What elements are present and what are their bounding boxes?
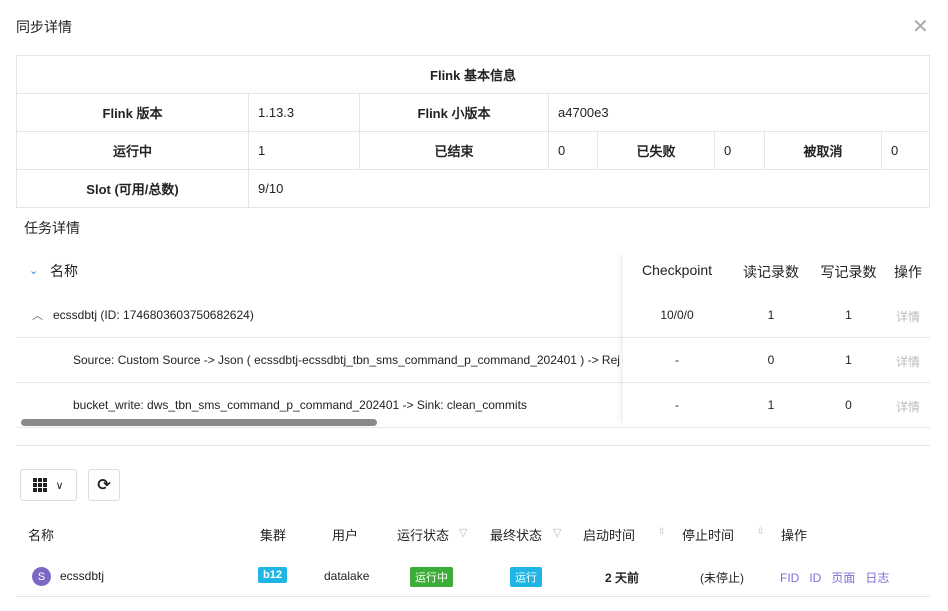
canceled-label: 被取消 (764, 132, 881, 169)
finished-label: 已结束 (359, 132, 548, 169)
running-label: 运行中 (112, 144, 152, 159)
task-name: Source: Custom Source -> Json ( ecssdbtj… (73, 353, 620, 367)
col-final-state: 最终状态 (490, 528, 543, 543)
col-run-state: 运行状态 (397, 528, 450, 543)
write-value: 1 (845, 353, 852, 367)
write-value: 1 (845, 308, 852, 322)
checkpoint-value: 10/0/0 (660, 308, 694, 322)
log-link[interactable]: 日志 (865, 571, 890, 585)
final-state-tag: 运行 (510, 567, 542, 587)
slot-label: Slot (可用/总数) (86, 182, 179, 197)
col-start-time: 启动时间 (583, 528, 636, 543)
refresh-button[interactable]: ⟳ (88, 469, 120, 501)
job-actions: FID ID 页面 日志 (780, 569, 899, 586)
task-row: Source: Custom Source -> Json ( ecssdbtj… (16, 338, 930, 383)
task-row: ︿ ecssdbtj (ID: 1746803603750682624) (16, 292, 930, 338)
col-action: 操作 (781, 528, 808, 543)
flink-info-header: Flink 基本信息 (430, 68, 516, 83)
col-name: 名称 (50, 262, 78, 279)
user-value: datalake (324, 569, 370, 583)
filter-icon[interactable]: ▽ (553, 527, 562, 539)
col-user: 用户 (332, 528, 359, 543)
col-action: 操作 (894, 264, 922, 280)
collapse-all-icon[interactable]: ⌄ (29, 265, 39, 277)
sort-icon[interactable]: ⇳ (757, 526, 765, 536)
detail-link[interactable]: 详情 (895, 355, 920, 369)
write-value: 0 (845, 398, 852, 412)
sort-icon[interactable]: ⇳ (658, 526, 666, 536)
minor-value: a4700e3 (548, 94, 929, 131)
col-cluster: 集群 (260, 528, 287, 543)
detail-link[interactable]: 详情 (895, 310, 920, 324)
task-fixed-columns: Checkpoint 读记录数 写记录数 操作 10/0/0 1 1 详情 - … (623, 250, 930, 428)
avatar: S (32, 567, 51, 586)
stop-time: (未停止) (700, 571, 744, 585)
column-settings-button[interactable]: ∨ (20, 469, 77, 501)
failed-label: 已失败 (597, 132, 714, 169)
dialog-title: 同步详情 (16, 19, 72, 35)
filter-icon[interactable]: ▽ (459, 527, 468, 539)
read-value: 0 (767, 353, 775, 367)
col-write: 写记录数 (820, 264, 877, 280)
refresh-icon: ⟳ (97, 477, 111, 494)
read-value: 1 (767, 398, 775, 412)
task-table: ⌄ 名称 ︿ ecssdbtj (ID: 1746803603750682624… (16, 250, 930, 428)
job-name[interactable]: ecssdbtj (60, 569, 105, 583)
detail-link[interactable]: 详情 (895, 400, 920, 414)
col-read: 读记录数 (743, 264, 799, 280)
failed-value: 0 (714, 132, 764, 169)
col-checkpoint: Checkpoint (641, 262, 713, 278)
start-time: 2 天前 (605, 571, 640, 585)
task-name: bucket_write: dws_tbn_sms_command_p_comm… (73, 398, 527, 412)
checkpoint-value: - (675, 353, 679, 367)
minor-label: Flink 小版本 (359, 94, 548, 131)
task-table-header: ⌄ 名称 (16, 250, 930, 291)
finished-value: 0 (548, 132, 597, 169)
running-value: 1 (248, 132, 359, 169)
read-value: 1 (767, 308, 775, 322)
col-name: 名称 (28, 528, 55, 543)
task-details-title: 任务详情 (24, 220, 80, 236)
flink-info-table: Flink 基本信息 Flink 版本 1.13.3 Flink 小版本 a47… (16, 55, 930, 208)
horizontal-scrollbar[interactable] (21, 419, 377, 426)
collapse-icon[interactable]: ︿ (32, 309, 43, 322)
chevron-down-icon: ∨ (55, 479, 64, 492)
version-value: 1.13.3 (248, 94, 359, 131)
col-stop-time: 停止时间 (682, 528, 735, 543)
task-row: bucket_write: dws_tbn_sms_command_p_comm… (16, 383, 930, 428)
slot-value: 9/10 (248, 170, 929, 207)
id-link[interactable]: ID (809, 571, 822, 585)
task-name: ecssdbtj (ID: 1746803603750682624) (53, 307, 254, 322)
fid-link[interactable]: FID (780, 571, 800, 585)
cluster-tag: b12 (258, 567, 287, 583)
version-label: Flink 版本 (102, 106, 163, 121)
divider (16, 445, 930, 446)
close-icon[interactable]: ✕ (912, 16, 929, 38)
row-divider (16, 596, 930, 597)
checkpoint-value: - (675, 398, 679, 412)
canceled-value: 0 (881, 132, 929, 169)
page-link[interactable]: 页面 (831, 571, 856, 585)
run-state-tag: 运行中 (410, 567, 453, 587)
grid-icon (33, 478, 48, 492)
